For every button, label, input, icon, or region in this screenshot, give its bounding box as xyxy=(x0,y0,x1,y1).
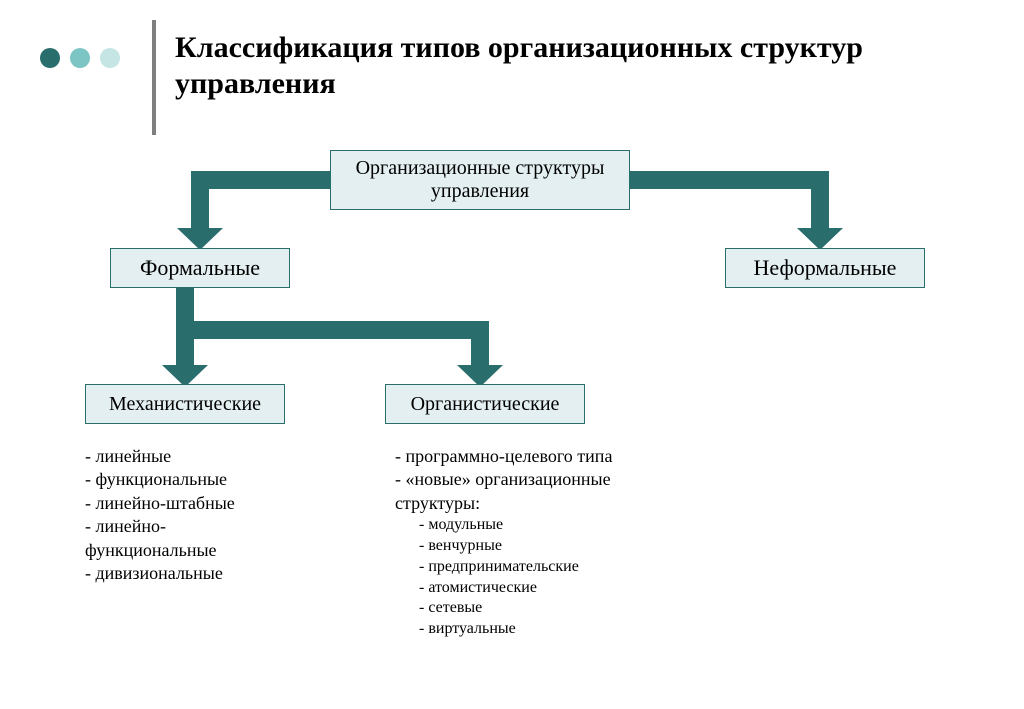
list-item: - линейно-штабные xyxy=(85,492,345,515)
node-formal: Формальные xyxy=(110,248,290,288)
list-item: структуры: xyxy=(395,492,695,515)
node-informal: Неформальные xyxy=(725,248,925,288)
list-item: функциональные xyxy=(85,539,345,562)
list-item: - функциональные xyxy=(85,468,345,491)
list-item: - предпринимательские xyxy=(395,557,695,578)
list-item: - сетевые xyxy=(395,598,695,619)
list-item: - «новые» организационные xyxy=(395,468,695,491)
list-item: - атомистические xyxy=(395,578,695,599)
list-item: - дивизиональные xyxy=(85,562,345,585)
list-item: - модульные xyxy=(395,515,695,536)
node-mech: Механистические xyxy=(85,384,285,424)
list-item: - виртуальные xyxy=(395,619,695,640)
mech-list: - линейные- функциональные- линейно-штаб… xyxy=(85,445,345,585)
node-org: Органистические xyxy=(385,384,585,424)
node-root: Организационные структуры управления xyxy=(330,150,630,210)
list-item: - линейно- xyxy=(85,515,345,538)
list-item: - венчурные xyxy=(395,536,695,557)
org-list: - программно-целевого типа- «новые» орга… xyxy=(395,445,695,640)
list-item: - линейные xyxy=(85,445,345,468)
list-item: - программно-целевого типа xyxy=(395,445,695,468)
